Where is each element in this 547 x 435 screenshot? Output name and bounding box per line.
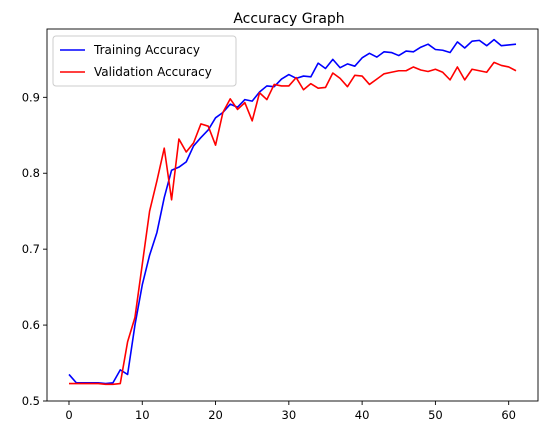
y-axis: 0.5 0.6 0.7 0.8 0.9 — [22, 90, 47, 408]
x-axis: 0 10 20 30 40 50 60 — [65, 401, 516, 422]
y-tick-label: 0.5 — [22, 394, 40, 408]
series-line-validation-accuracy — [68, 61, 517, 386]
series-line-training-accuracy — [68, 38, 517, 385]
plot-frame — [46, 28, 539, 402]
x-tick-label: 30 — [282, 408, 297, 422]
plot-lines — [68, 38, 517, 386]
x-tick-label: 0 — [65, 408, 72, 422]
legend: Training Accuracy Validation Accuracy — [52, 35, 237, 87]
x-tick-label: 20 — [208, 408, 223, 422]
y-tick-label: 0.6 — [22, 318, 40, 332]
x-tick-label: 50 — [428, 408, 443, 422]
x-tick-label: 40 — [355, 408, 370, 422]
y-tick-label: 0.7 — [22, 242, 40, 256]
y-tick-label: 0.8 — [22, 166, 40, 180]
x-tick-label: 10 — [135, 408, 150, 422]
legend-box — [52, 35, 237, 87]
legend-label-training: Training Accuracy — [93, 43, 200, 57]
chart-title: Accuracy Graph — [233, 11, 344, 27]
legend-label-validation: Validation Accuracy — [94, 65, 212, 79]
x-tick-label: 60 — [501, 408, 516, 422]
y-tick-label: 0.9 — [22, 90, 40, 104]
